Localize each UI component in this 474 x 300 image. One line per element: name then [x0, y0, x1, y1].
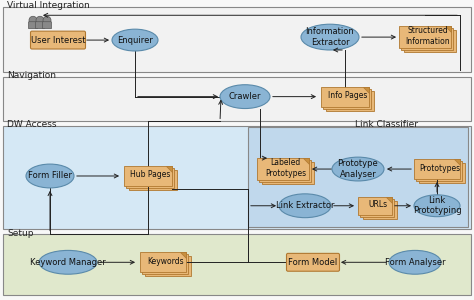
- FancyBboxPatch shape: [404, 30, 456, 52]
- Text: URLs: URLs: [368, 200, 387, 209]
- Polygon shape: [180, 252, 186, 258]
- FancyBboxPatch shape: [363, 201, 397, 219]
- Ellipse shape: [26, 164, 74, 188]
- FancyBboxPatch shape: [124, 166, 172, 186]
- Text: Link Classifier: Link Classifier: [355, 120, 418, 129]
- Ellipse shape: [279, 194, 331, 218]
- Text: Prototype
Analyser: Prototype Analyser: [337, 159, 378, 179]
- FancyBboxPatch shape: [326, 91, 374, 110]
- FancyBboxPatch shape: [30, 31, 85, 49]
- Text: Navigation: Navigation: [7, 71, 56, 80]
- FancyBboxPatch shape: [3, 233, 471, 295]
- Circle shape: [43, 16, 51, 24]
- Text: Keyword Manager: Keyword Manager: [30, 258, 106, 267]
- Text: Link
Prototyping: Link Prototyping: [413, 196, 461, 215]
- Ellipse shape: [301, 24, 359, 50]
- FancyBboxPatch shape: [361, 199, 394, 217]
- FancyBboxPatch shape: [262, 162, 314, 184]
- Ellipse shape: [332, 157, 384, 181]
- Text: Form Filler: Form Filler: [28, 172, 72, 181]
- Polygon shape: [363, 87, 369, 93]
- Polygon shape: [166, 166, 172, 172]
- FancyBboxPatch shape: [401, 28, 454, 50]
- FancyBboxPatch shape: [129, 170, 177, 190]
- FancyBboxPatch shape: [3, 126, 471, 229]
- FancyBboxPatch shape: [399, 26, 451, 48]
- FancyBboxPatch shape: [36, 22, 45, 29]
- Text: Link Extractor: Link Extractor: [276, 201, 334, 210]
- Text: Virtual Integration: Virtual Integration: [7, 1, 90, 10]
- Text: Labeled
Prototypes: Labeled Prototypes: [265, 158, 306, 178]
- Text: Prototypes: Prototypes: [419, 164, 460, 172]
- Circle shape: [29, 16, 37, 24]
- FancyBboxPatch shape: [3, 77, 471, 122]
- Text: Information
Extractor: Information Extractor: [306, 27, 355, 47]
- FancyBboxPatch shape: [145, 256, 191, 276]
- FancyBboxPatch shape: [358, 197, 392, 215]
- FancyBboxPatch shape: [321, 87, 369, 106]
- Polygon shape: [454, 159, 460, 165]
- Text: Keywords: Keywords: [147, 257, 184, 266]
- FancyBboxPatch shape: [323, 89, 372, 109]
- Text: Enquirer: Enquirer: [117, 36, 153, 45]
- FancyBboxPatch shape: [414, 159, 460, 179]
- FancyBboxPatch shape: [257, 158, 309, 180]
- Ellipse shape: [220, 85, 270, 109]
- Text: DW Access: DW Access: [7, 120, 56, 129]
- Circle shape: [36, 16, 44, 24]
- Polygon shape: [445, 26, 451, 32]
- Text: Structured
Information: Structured Information: [405, 26, 450, 46]
- Text: Form Analyser: Form Analyser: [385, 258, 445, 267]
- FancyBboxPatch shape: [140, 252, 186, 272]
- Text: Crawler: Crawler: [229, 92, 261, 101]
- FancyBboxPatch shape: [419, 163, 465, 183]
- FancyBboxPatch shape: [248, 128, 468, 226]
- Ellipse shape: [414, 195, 460, 217]
- FancyBboxPatch shape: [417, 161, 463, 181]
- FancyBboxPatch shape: [259, 160, 311, 182]
- FancyBboxPatch shape: [28, 22, 37, 29]
- Polygon shape: [386, 197, 392, 203]
- FancyBboxPatch shape: [286, 254, 339, 271]
- Polygon shape: [303, 158, 309, 164]
- Text: Hub Pages: Hub Pages: [130, 170, 171, 179]
- Text: Form Model: Form Model: [288, 258, 337, 267]
- FancyBboxPatch shape: [3, 7, 471, 72]
- Ellipse shape: [39, 250, 97, 274]
- Ellipse shape: [112, 29, 158, 51]
- Text: User Interest: User Interest: [31, 36, 85, 45]
- Text: Setup: Setup: [7, 229, 34, 238]
- FancyBboxPatch shape: [127, 168, 174, 188]
- FancyBboxPatch shape: [43, 22, 52, 29]
- FancyBboxPatch shape: [143, 254, 189, 274]
- Ellipse shape: [389, 250, 441, 274]
- Text: Info Pages: Info Pages: [328, 91, 367, 100]
